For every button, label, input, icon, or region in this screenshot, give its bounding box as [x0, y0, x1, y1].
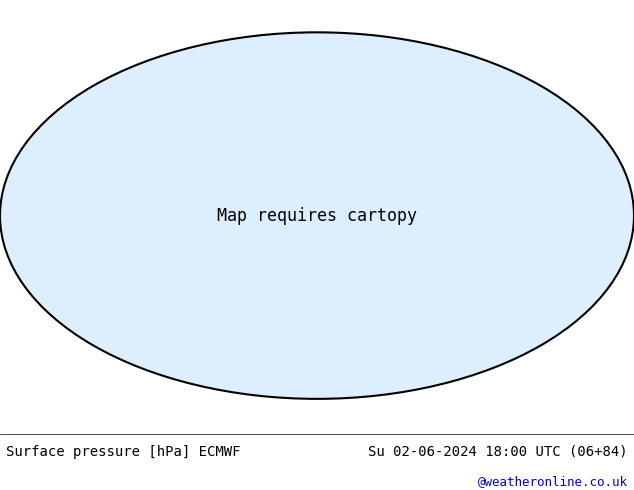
Ellipse shape	[0, 32, 634, 399]
Text: @weatheronline.co.uk: @weatheronline.co.uk	[477, 475, 628, 488]
Text: Map requires cartopy: Map requires cartopy	[217, 207, 417, 224]
Text: Surface pressure [hPa] ECMWF: Surface pressure [hPa] ECMWF	[6, 445, 241, 459]
Text: Su 02-06-2024 18:00 UTC (06+84): Su 02-06-2024 18:00 UTC (06+84)	[368, 445, 628, 459]
